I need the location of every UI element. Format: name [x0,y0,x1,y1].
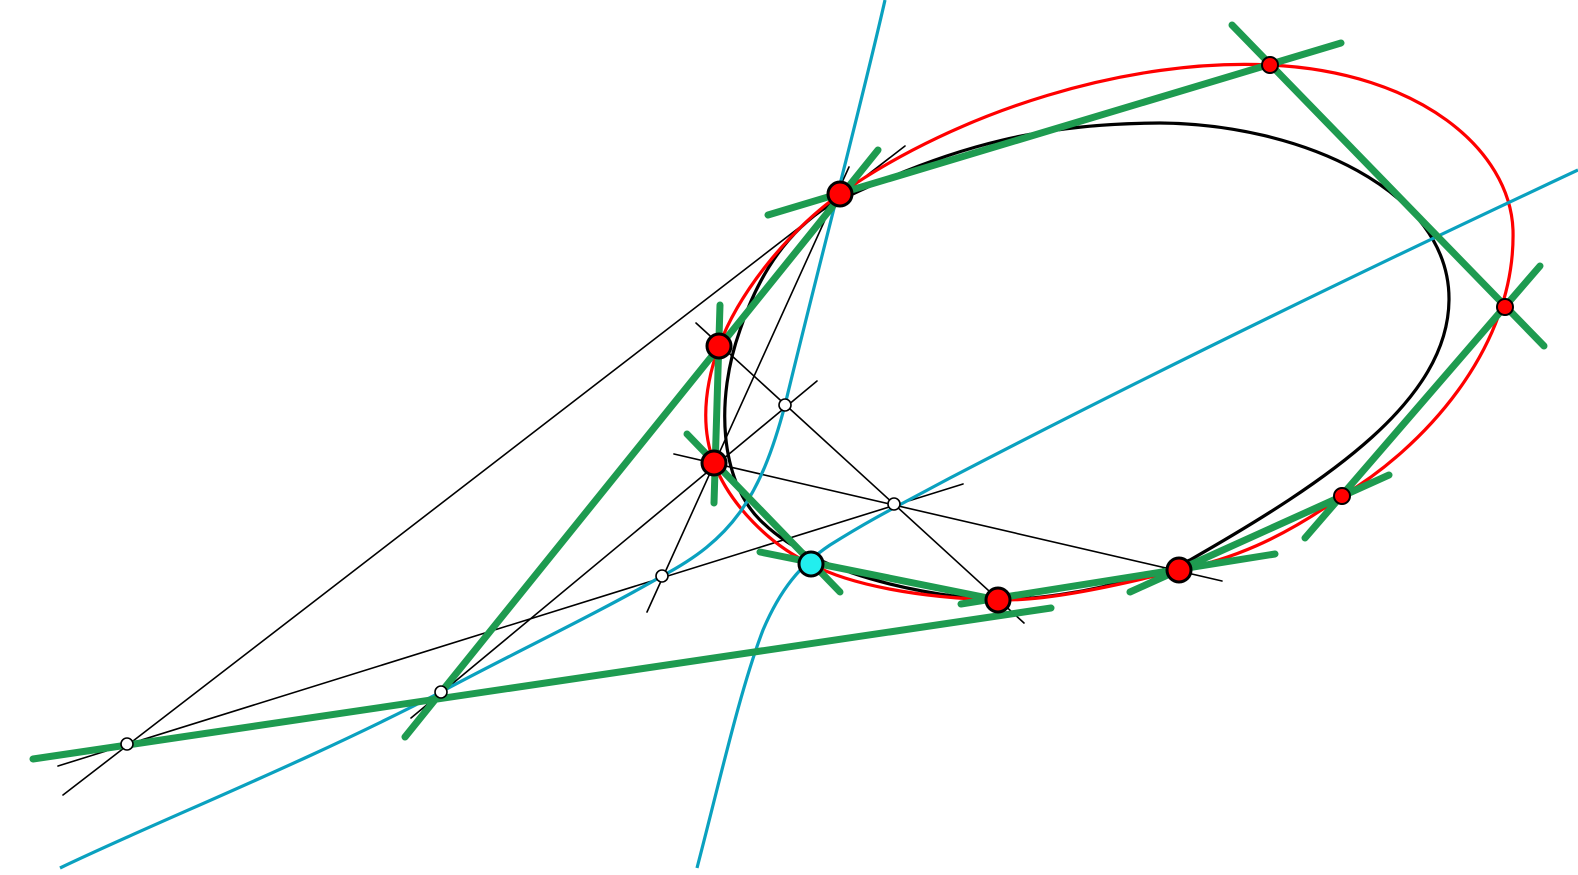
points [120,56,1514,751]
construction-line [62,145,906,796]
cyan-point [797,550,825,578]
red-point-small [1333,487,1351,505]
construction-lines [57,145,1223,796]
red-point-small [1261,56,1279,74]
green-tangent-line [401,146,882,741]
green-tangent-line [1228,21,1548,350]
red-point-large [826,180,854,208]
white-point [655,569,669,583]
green-tangent-line [764,39,1345,219]
red-conic [704,62,1515,602]
blue-curve-branch-b [695,168,1578,869]
white-point [887,497,901,511]
red-point-large [1165,556,1193,584]
construction-line [673,453,1223,582]
construction-line [57,483,964,767]
red-point-large [984,586,1012,614]
black-conic [723,121,1451,602]
construction-line [695,322,1025,624]
construction-line [410,380,818,719]
white-point [120,737,134,751]
red-point-large [700,449,728,477]
red-point-small [1496,298,1514,316]
construction-line [646,166,850,613]
green-tangent-line [957,550,1279,608]
red-point-large [705,332,733,360]
green-tangent-line [29,604,1055,763]
white-point [434,685,448,699]
white-point [778,398,792,412]
